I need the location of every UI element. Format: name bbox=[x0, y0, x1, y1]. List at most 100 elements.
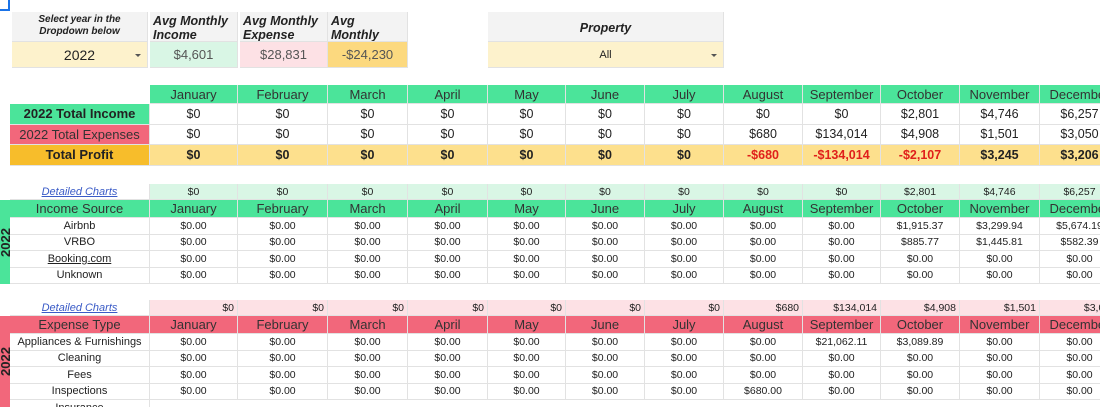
month-header: August bbox=[724, 85, 803, 104]
total-value: $0 bbox=[238, 104, 328, 125]
total-label: 2022 Total Expenses bbox=[10, 124, 150, 145]
total-value: $0 bbox=[645, 124, 724, 145]
month-header: January bbox=[150, 316, 238, 334]
month-header: May bbox=[488, 85, 566, 104]
row-value: $0.00 bbox=[566, 350, 645, 367]
row-value: $0.00 bbox=[408, 251, 488, 268]
row-label: Insurance bbox=[10, 400, 150, 407]
row-value: $0.00 bbox=[645, 350, 724, 367]
month-header: January bbox=[150, 85, 238, 104]
total-value: -$680 bbox=[724, 145, 803, 166]
detailed-charts-link[interactable]: Detailed Charts bbox=[10, 184, 150, 200]
total-value: $0 bbox=[150, 145, 238, 166]
row-value: $0.00 bbox=[150, 383, 238, 400]
total-value: $0 bbox=[645, 104, 724, 125]
row-value: $0.00 bbox=[881, 267, 960, 284]
row-value: $0.00 bbox=[328, 334, 408, 351]
year-strip: 2022 bbox=[0, 200, 13, 284]
section-total: $0 bbox=[803, 184, 881, 200]
section-total: $0 bbox=[328, 300, 408, 316]
month-header: November bbox=[960, 85, 1040, 104]
year-dropdown[interactable]: 2022 bbox=[12, 42, 148, 68]
month-header: September bbox=[803, 316, 881, 334]
month-header: August bbox=[724, 316, 803, 334]
row-value: $0.00 bbox=[238, 251, 328, 268]
avg-expense-label: Avg Monthly Expense bbox=[240, 12, 328, 42]
row-value: $0.00 bbox=[238, 367, 328, 384]
row-value: $0.00 bbox=[566, 267, 645, 284]
row-value: $0.00 bbox=[724, 367, 803, 384]
row-value: $0.00 bbox=[488, 251, 566, 268]
row-value: $0.00 bbox=[803, 218, 881, 235]
row-value: $0.00 bbox=[408, 383, 488, 400]
row-label: Booking.com bbox=[10, 251, 150, 268]
row-value: $0.00 bbox=[724, 267, 803, 284]
row-label: VRBO bbox=[10, 234, 150, 251]
row-value: $0.00 bbox=[150, 267, 238, 284]
row-value: $0.00 bbox=[803, 383, 881, 400]
total-value: $0 bbox=[488, 145, 566, 166]
row-value: $0.00 bbox=[881, 367, 960, 384]
row-value: $0.00 bbox=[724, 251, 803, 268]
row-label: Fees bbox=[10, 367, 150, 384]
row-value: $3,299.94 bbox=[960, 218, 1040, 235]
row-value: $0.00 bbox=[488, 367, 566, 384]
section-total: $3,050 bbox=[1040, 300, 1100, 316]
month-header: June bbox=[566, 200, 645, 218]
row-value: $0.00 bbox=[645, 218, 724, 235]
total-value: $3,050 bbox=[1040, 125, 1100, 145]
row-value: $0.00 bbox=[488, 334, 566, 351]
row-value: $0.00 bbox=[150, 234, 238, 251]
month-header: February bbox=[238, 200, 328, 218]
row-value: $0.00 bbox=[1040, 367, 1100, 384]
section-header: Income Source bbox=[10, 200, 150, 218]
total-value: $4,908 bbox=[881, 124, 960, 145]
section-total: $0 bbox=[488, 184, 566, 200]
row-value: $0.00 bbox=[328, 350, 408, 367]
month-header: September bbox=[803, 200, 881, 218]
row-value: $0.00 bbox=[238, 383, 328, 400]
total-value: $0 bbox=[645, 145, 724, 166]
row-value: $0.00 bbox=[566, 234, 645, 251]
row-value: $0.00 bbox=[408, 218, 488, 235]
section-header: Expense Type bbox=[10, 316, 150, 334]
total-value: $0 bbox=[566, 124, 645, 145]
row-value: $0.00 bbox=[408, 234, 488, 251]
section-total: $0 bbox=[150, 300, 238, 316]
section-total: $0 bbox=[488, 300, 566, 316]
property-label: Property bbox=[488, 12, 724, 42]
row-value: $0.00 bbox=[1040, 334, 1100, 351]
total-value: $0 bbox=[408, 145, 488, 166]
total-value: $6,257 bbox=[1040, 104, 1100, 125]
total-value: $0 bbox=[408, 124, 488, 145]
month-header: December bbox=[1040, 316, 1100, 334]
row-value: $0.00 bbox=[238, 218, 328, 235]
row-value: $0.00 bbox=[803, 251, 881, 268]
total-value: $2,801 bbox=[881, 104, 960, 125]
row-value: $680.00 bbox=[724, 383, 803, 400]
row-label: Unknown bbox=[10, 267, 150, 284]
total-value: $680 bbox=[724, 124, 803, 145]
section-total: $0 bbox=[645, 300, 724, 316]
section-total: $0 bbox=[566, 184, 645, 200]
row-value: $0.00 bbox=[238, 234, 328, 251]
section-total: $4,746 bbox=[960, 184, 1040, 200]
property-dropdown[interactable]: All bbox=[488, 42, 724, 68]
row-value: $0.00 bbox=[408, 334, 488, 351]
total-value: $0 bbox=[488, 124, 566, 145]
row-value: $582.39 bbox=[1040, 235, 1100, 251]
section-total: $0 bbox=[328, 184, 408, 200]
row-value: $0.00 bbox=[960, 383, 1040, 400]
row-value: $0.00 bbox=[881, 383, 960, 400]
total-value: -$134,014 bbox=[803, 145, 881, 166]
month-header: February bbox=[238, 316, 328, 334]
detailed-charts-link[interactable]: Detailed Charts bbox=[10, 300, 150, 316]
section-total: $0 bbox=[150, 184, 238, 200]
total-value: $0 bbox=[488, 104, 566, 125]
section-total: $0 bbox=[566, 300, 645, 316]
row-value: $0.00 bbox=[238, 267, 328, 284]
month-header: July bbox=[645, 316, 724, 334]
row-value: $3,089.89 bbox=[881, 334, 960, 351]
row-value: $0.00 bbox=[960, 350, 1040, 367]
